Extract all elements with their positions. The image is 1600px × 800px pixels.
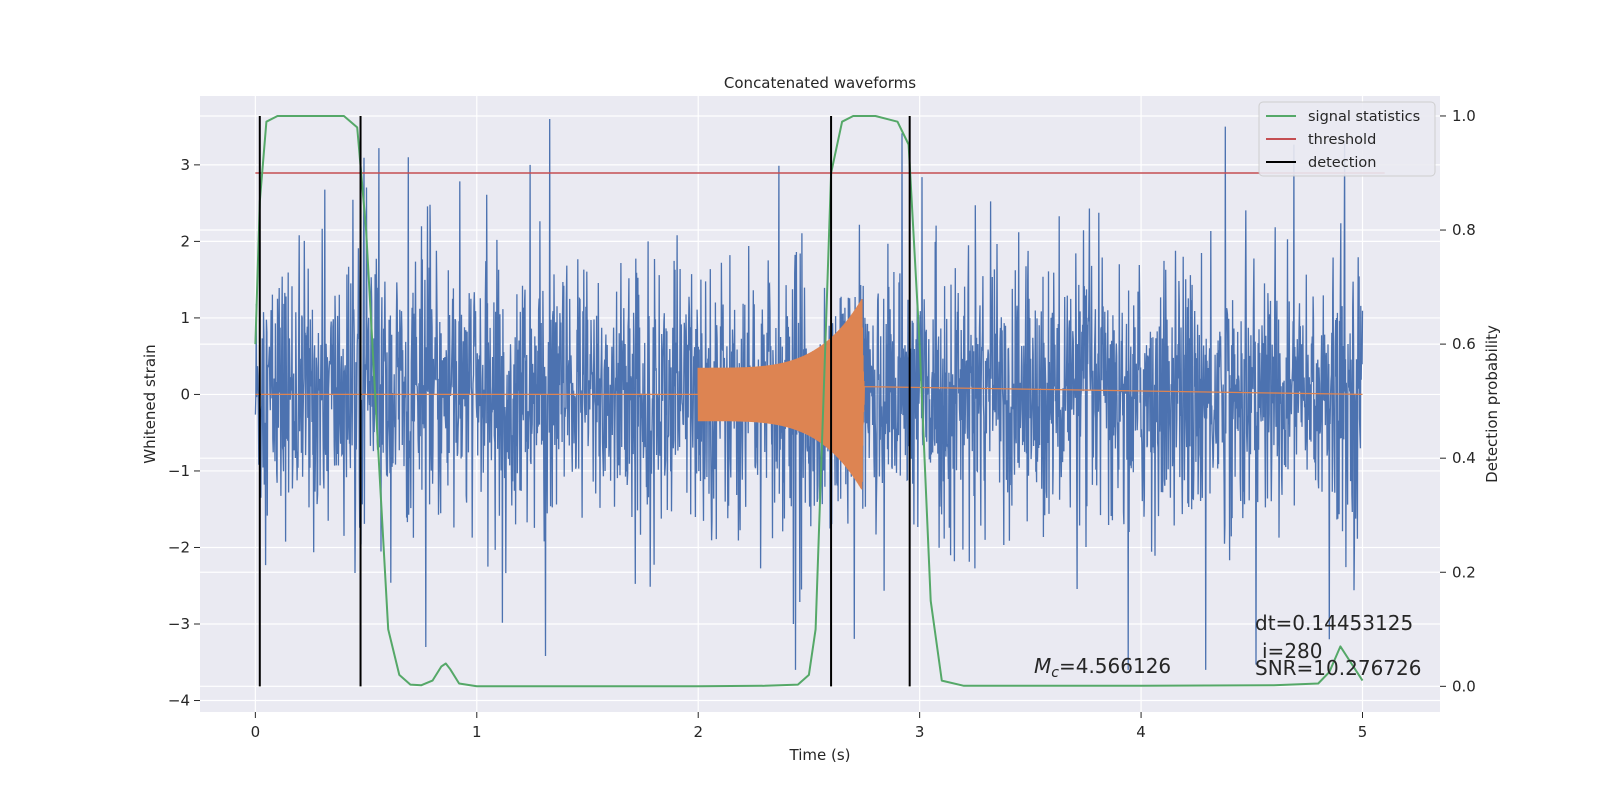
x-tick-label-1: 1 bbox=[472, 723, 482, 741]
x-tick-label-0: 0 bbox=[251, 723, 261, 741]
y-right-tick-label-2: 0.4 bbox=[1452, 449, 1476, 467]
annotation-snr: SNR=10.276726 bbox=[1255, 656, 1421, 680]
series-template-line bbox=[255, 298, 1363, 490]
series-layer bbox=[254, 115, 1385, 688]
y-left-tick-label-7: 3 bbox=[180, 156, 190, 174]
x-axis-label: Time (s) bbox=[789, 746, 851, 764]
annotation-mc-value: =4.566126 bbox=[1059, 654, 1171, 678]
legend-box bbox=[1258, 101, 1436, 177]
x-tick-label-2: 2 bbox=[693, 723, 703, 741]
legend-label-signal-statistics: signal statistics bbox=[1308, 109, 1420, 125]
legend-label-threshold: threshold bbox=[1308, 132, 1376, 148]
annotation-mc-subscript: c bbox=[1051, 665, 1059, 681]
annotation-mc: Mc=4.566126 bbox=[1034, 654, 1171, 681]
y-left-tick-label-3: −1 bbox=[168, 462, 190, 480]
y-left-tick-label-5: 1 bbox=[180, 309, 190, 327]
x-tick-label-3: 3 bbox=[915, 723, 925, 741]
x-tick-label-4: 4 bbox=[1136, 723, 1146, 741]
y-left-tick-label-2: −2 bbox=[168, 538, 190, 556]
y-right-tick-label-1: 0.2 bbox=[1452, 563, 1476, 581]
series-strain-line bbox=[254, 118, 1364, 670]
legend-label-detection: detection bbox=[1308, 155, 1376, 171]
series-signal-statistics-line bbox=[254, 115, 1364, 688]
ticks-layer: 0 1 2 3 4 5 −4 −3 −2 −1 0 1 2 3 0.0 0.2 0.4 0.6 0.8 1.0 bbox=[168, 107, 1476, 741]
x-tick-label-5: 5 bbox=[1358, 723, 1368, 741]
y-right-tick-label-0: 0.0 bbox=[1452, 677, 1476, 695]
y-right-tick-label-5: 1.0 bbox=[1452, 107, 1476, 125]
chart-title: Concatenated waveforms bbox=[724, 74, 916, 92]
y-left-tick-label-1: −3 bbox=[168, 615, 190, 633]
annotations: Mc=4.566126 dt=0.14453125 i=280 SNR=10.2… bbox=[1034, 611, 1421, 681]
y-right-tick-label-4: 0.8 bbox=[1452, 221, 1476, 239]
annotation-dt: dt=0.14453125 bbox=[1255, 611, 1413, 635]
y-axis-label-right: Detection probability bbox=[1483, 325, 1501, 483]
y-axis-label-left: Whitened strain bbox=[141, 344, 159, 463]
y-left-tick-label-6: 2 bbox=[180, 232, 190, 250]
annotation-i: i=280 bbox=[1262, 639, 1323, 663]
annotation-mc-symbol: M bbox=[1034, 654, 1051, 678]
y-left-tick-label-0: −4 bbox=[168, 692, 190, 710]
y-left-tick-label-4: 0 bbox=[180, 385, 190, 403]
y-right-tick-label-3: 0.6 bbox=[1452, 335, 1476, 353]
legend: signal statistics threshold detection bbox=[1258, 101, 1436, 177]
